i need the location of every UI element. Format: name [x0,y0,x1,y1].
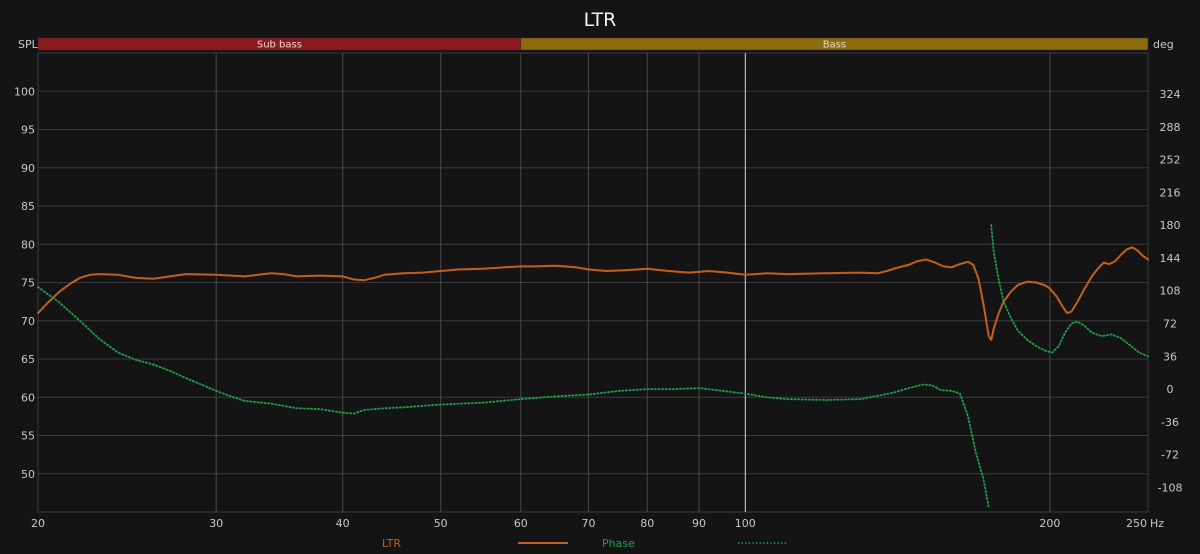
band-label-1: Bass [823,40,846,51]
legend-label-ltr[interactable]: LTR [382,537,401,550]
x-tick-label-80: 80 [640,517,654,530]
y-tick-label-60: 60 [21,391,35,404]
y-tick-label-55: 55 [21,430,35,443]
x-tick-label-200: 200 [1039,517,1060,530]
y-tick-label-100: 100 [14,85,35,98]
y2-tick-label-288: 288 [1160,121,1181,134]
grid-lines [37,52,1149,513]
frequency-bands: Sub bass Bass [37,37,1149,51]
y2-tick-label-36: 36 [1163,350,1177,363]
series-line-phase-1 [37,286,990,509]
x-axis-unit-label: Hz [1150,517,1164,530]
legend-label-phase[interactable]: Phase [602,537,635,550]
y2-tick-label-324: 324 [1160,88,1181,101]
y2-tick-label-252: 252 [1160,154,1181,167]
y2-tick-label-144: 144 [1160,252,1181,265]
x-tick-label-50: 50 [434,517,448,530]
frequency-axis-ticks: 20 30 40 50 60 70 80 90 100 200 250 [31,517,1147,530]
y2-tick-label--72: -72 [1161,449,1179,462]
series-lines [37,224,1149,509]
x-tick-label-40: 40 [336,517,350,530]
legend[interactable]: LTR Phase [382,537,788,550]
y-tick-label-80: 80 [21,238,35,251]
y-tick-label-70: 70 [21,315,35,328]
y-tick-label-95: 95 [21,124,35,137]
y2-tick-label--36: -36 [1161,416,1179,429]
series-line-phase-2 [990,224,1149,358]
y-tick-label-50: 50 [21,468,35,481]
series-line-ltr-0 [37,246,1149,341]
y-tick-label-75: 75 [21,277,35,290]
chart-title: LTR [584,9,617,31]
x-tick-label-100: 100 [735,517,756,530]
x-tick-label-250: 250 [1126,517,1147,530]
y-tick-label-85: 85 [21,200,35,213]
y-tick-label-90: 90 [21,162,35,175]
y2-tick-label-0: 0 [1167,383,1174,396]
y2-tick-label-108: 108 [1160,285,1181,298]
x-tick-label-70: 70 [582,517,596,530]
y2-tick-label-216: 216 [1160,186,1181,199]
right-axis-label: deg [1153,38,1174,51]
band-1 [520,37,1149,51]
x-tick-label-90: 90 [692,517,706,530]
y-tick-label-65: 65 [21,353,35,366]
phase-axis-ticks: 324 288 252 216 180 144 108 72 36 0 -36 -72 -108 [1158,88,1183,494]
x-tick-label-60: 60 [514,517,528,530]
x-tick-label-30: 30 [209,517,223,530]
band-label-0: Sub bass [257,40,302,51]
left-axis-label: SPL [18,38,39,51]
spl-axis-ticks: 100 95 90 85 80 75 70 65 60 55 50 [14,85,35,481]
x-tick-label-20: 20 [31,517,45,530]
y2-tick-label-180: 180 [1160,219,1181,232]
y2-tick-label--108: -108 [1158,481,1183,494]
y2-tick-label-72: 72 [1163,317,1177,330]
